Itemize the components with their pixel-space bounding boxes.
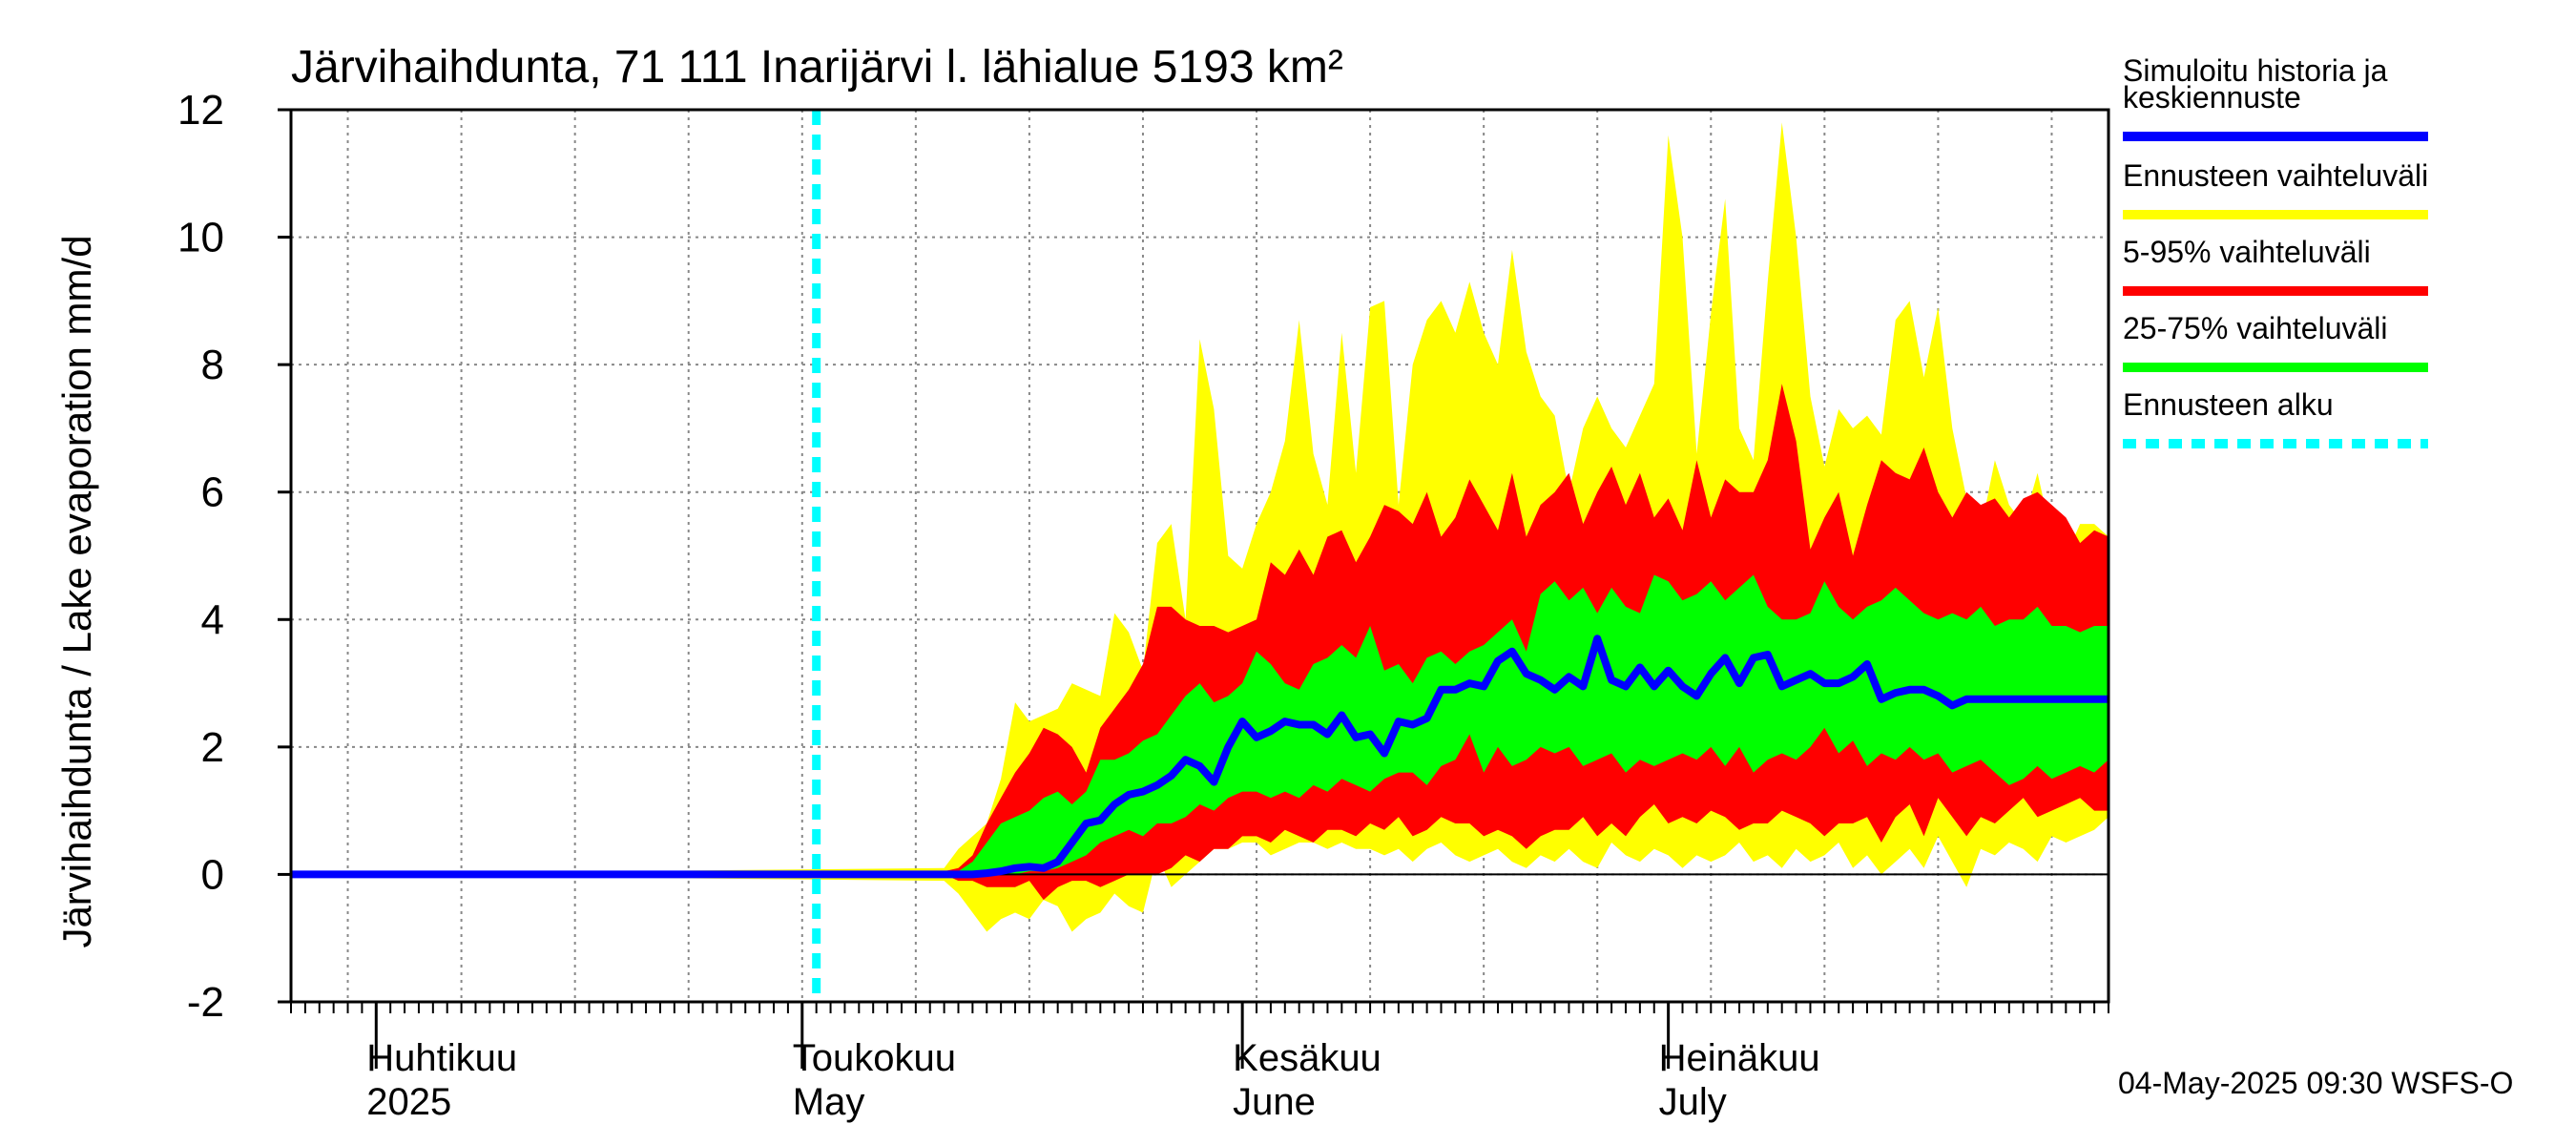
y-tick-label: 0: [201, 851, 224, 898]
p25-75-band: [291, 574, 2109, 875]
y-tick-label: 6: [201, 469, 224, 516]
mean-series-line: [291, 635, 2109, 879]
month-label-fi: Huhtikuu: [366, 1037, 517, 1079]
month-label-en: 2025: [366, 1081, 451, 1123]
y-tick-label: 12: [177, 87, 224, 134]
y-axis: -2 0 2 4 6 8 10 12: [177, 87, 291, 1026]
p5-95-band: [291, 384, 2109, 901]
y-tick-label: 10: [177, 215, 224, 261]
legend-label: keskiennuste: [2123, 80, 2301, 114]
y-tick-label: 8: [201, 342, 224, 388]
footer-timestamp: 04-May-2025 09:30 WSFS-O: [2118, 1066, 2513, 1100]
month-label-fi: Toukokuu: [793, 1037, 956, 1079]
legend-label: Simuloitu historia ja: [2123, 53, 2388, 88]
legend-label: 25-75% vaihteluväli: [2123, 311, 2388, 345]
month-label-en: May: [793, 1081, 865, 1123]
y-tick-label: 4: [201, 596, 224, 643]
y-tick-label: -2: [187, 979, 224, 1026]
month-label-fi: Kesäkuu: [1233, 1037, 1381, 1079]
y-axis-label: Järvihaihdunta / Lake evaporation mm/d: [54, 235, 99, 947]
month-label-en: June: [1233, 1081, 1316, 1123]
plot-area: [289, 108, 2110, 1004]
legend-label: Ennusteen alku: [2123, 387, 2334, 422]
legend-label: Ennusteen vaihteluväli: [2123, 158, 2428, 193]
month-label-fi: Heinäkuu: [1659, 1037, 1820, 1079]
y-tick-label: 2: [201, 724, 224, 771]
month-label-en: July: [1659, 1081, 1727, 1123]
chart-title: Järvihaihdunta, 71 111 Inarijärvi l. läh…: [291, 42, 1343, 93]
legend-label: 5-95% vaihteluväli: [2123, 235, 2371, 269]
